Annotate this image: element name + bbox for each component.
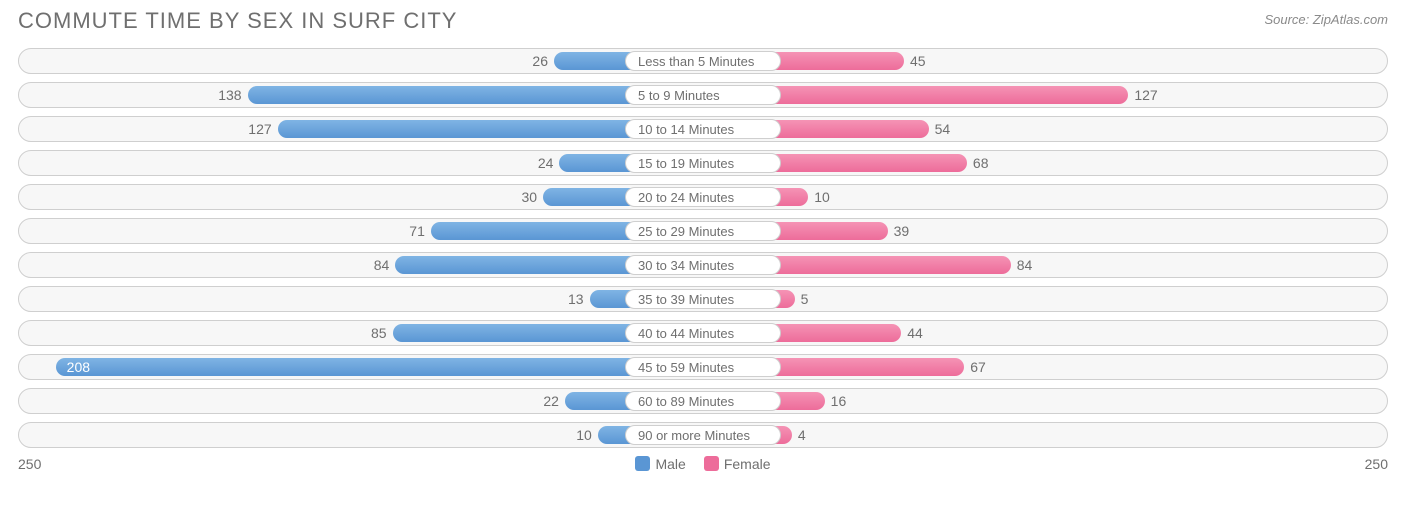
chart-source: Source: ZipAtlas.com bbox=[1264, 8, 1388, 27]
category-pill: 25 to 29 Minutes bbox=[625, 221, 781, 241]
category-pill: 10 to 14 Minutes bbox=[625, 119, 781, 139]
legend-label-male: Male bbox=[655, 456, 685, 472]
female-value: 45 bbox=[910, 49, 926, 73]
male-value: 10 bbox=[576, 423, 592, 447]
male-value: 84 bbox=[374, 253, 390, 277]
axis-max-right: 250 bbox=[1338, 456, 1388, 472]
female-value: 67 bbox=[970, 355, 986, 379]
chart-row: 13 5 35 to 39 Minutes bbox=[18, 286, 1388, 312]
chart-header: COMMUTE TIME BY SEX IN SURF CITY Source:… bbox=[18, 8, 1388, 34]
chart-rows: 2645Less than 5 Minutes1381275 to 9 Minu… bbox=[18, 48, 1388, 448]
female-swatch-icon bbox=[704, 456, 719, 471]
chart-row: 10 4 90 or more Minutes bbox=[18, 422, 1388, 448]
male-value: 13 bbox=[568, 287, 584, 311]
chart-footer: 250 Male Female 250 bbox=[18, 456, 1388, 472]
chart-row: 127 54 10 to 14 Minutes bbox=[18, 116, 1388, 142]
chart-title: COMMUTE TIME BY SEX IN SURF CITY bbox=[18, 8, 457, 34]
female-value: 16 bbox=[831, 389, 847, 413]
male-bar bbox=[56, 358, 703, 376]
legend-item-male: Male bbox=[635, 456, 685, 472]
chart-row: 71 39 25 to 29 Minutes bbox=[18, 218, 1388, 244]
chart-row: 138 127 5 to 9 Minutes bbox=[18, 82, 1388, 108]
category-pill: 20 to 24 Minutes bbox=[625, 187, 781, 207]
female-value: 84 bbox=[1017, 253, 1033, 277]
legend-label-female: Female bbox=[724, 456, 771, 472]
chart-row: 84 84 30 to 34 Minutes bbox=[18, 252, 1388, 278]
category-pill: 15 to 19 Minutes bbox=[625, 153, 781, 173]
chart-row: 22 16 60 to 89 Minutes bbox=[18, 388, 1388, 414]
chart-row: 85 44 40 to 44 Minutes bbox=[18, 320, 1388, 346]
category-pill: 40 to 44 Minutes bbox=[625, 323, 781, 343]
legend-item-female: Female bbox=[704, 456, 771, 472]
male-swatch-icon bbox=[635, 456, 650, 471]
male-value: 138 bbox=[218, 83, 241, 107]
chart-row: 208 67 45 to 59 Minutes bbox=[18, 354, 1388, 380]
category-pill: 5 to 9 Minutes bbox=[625, 85, 781, 105]
female-value: 44 bbox=[907, 321, 923, 345]
category-pill: 60 to 89 Minutes bbox=[625, 391, 781, 411]
male-value: 24 bbox=[538, 151, 554, 175]
male-value: 26 bbox=[532, 49, 548, 73]
axis-max-left: 250 bbox=[18, 456, 68, 472]
male-value: 71 bbox=[409, 219, 425, 243]
male-value: 85 bbox=[371, 321, 387, 345]
category-pill: Less than 5 Minutes bbox=[625, 51, 781, 71]
chart-row: 24 68 15 to 19 Minutes bbox=[18, 150, 1388, 176]
male-value: 22 bbox=[543, 389, 559, 413]
chart-row: 30 10 20 to 24 Minutes bbox=[18, 184, 1388, 210]
commute-time-chart: COMMUTE TIME BY SEX IN SURF CITY Source:… bbox=[0, 0, 1406, 523]
female-value: 5 bbox=[801, 287, 809, 311]
female-value: 68 bbox=[973, 151, 989, 175]
female-value: 39 bbox=[894, 219, 910, 243]
chart-legend: Male Female bbox=[68, 456, 1338, 472]
category-pill: 30 to 34 Minutes bbox=[625, 255, 781, 275]
female-value: 54 bbox=[935, 117, 951, 141]
chart-row: 26 45 Less than 5 Minutes bbox=[18, 48, 1388, 74]
female-value: 10 bbox=[814, 185, 830, 209]
male-value: 127 bbox=[248, 117, 271, 141]
female-value: 127 bbox=[1134, 83, 1157, 107]
male-value: 30 bbox=[521, 185, 537, 209]
male-value: 208 bbox=[67, 355, 90, 379]
category-pill: 35 to 39 Minutes bbox=[625, 289, 781, 309]
category-pill: 90 or more Minutes bbox=[625, 425, 781, 445]
female-value: 4 bbox=[798, 423, 806, 447]
category-pill: 45 to 59 Minutes bbox=[625, 357, 781, 377]
